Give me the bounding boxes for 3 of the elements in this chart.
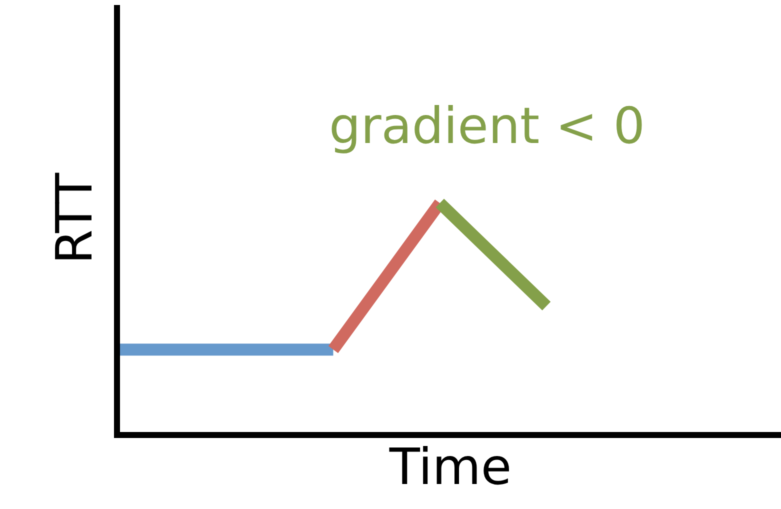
y-axis-title: RTT xyxy=(46,172,104,264)
x-axis-title: Time xyxy=(388,438,512,496)
text: gradient < 0 xyxy=(329,97,646,155)
